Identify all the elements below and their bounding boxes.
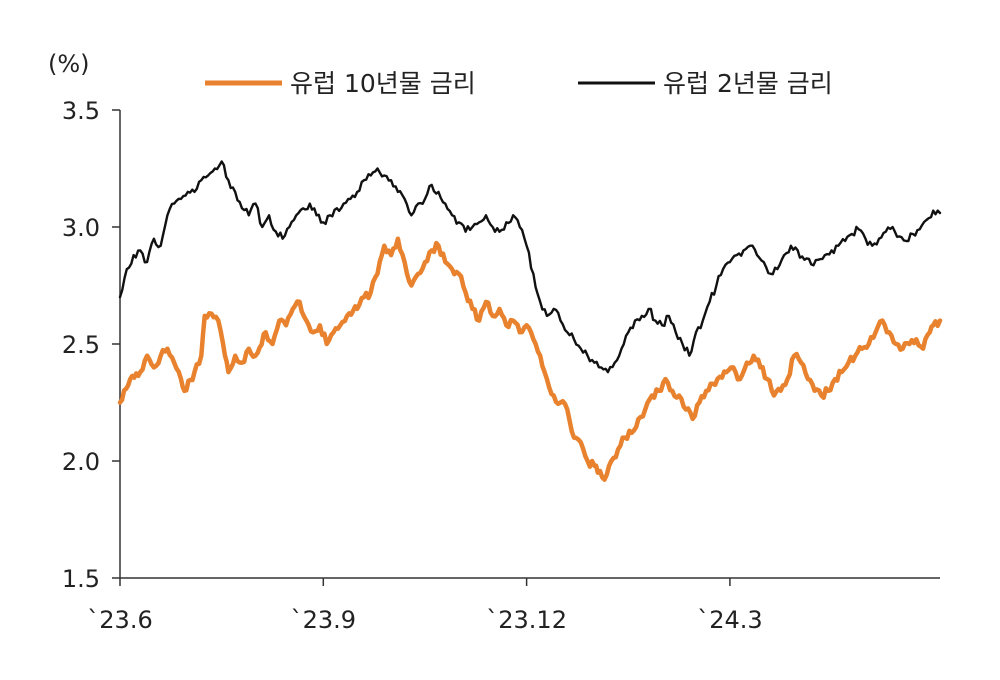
y-tick-label: 3.5	[62, 97, 100, 125]
legend-label-2y: 유럽 2년물 금리	[663, 69, 833, 98]
x-tick-label: `23.6	[87, 606, 152, 634]
legend: 유럽 10년물 금리 유럽 2년물 금리	[205, 69, 833, 98]
series-line-10y	[117, 236, 943, 482]
y-tick-label: 1.5	[62, 565, 100, 593]
y-tick-label: 2.5	[62, 331, 100, 359]
legend-label-10y: 유럽 10년물 금리	[290, 69, 476, 98]
series-layer	[117, 160, 943, 482]
x-tick-label: `23.9	[291, 606, 356, 634]
x-tick-label: `23.12	[486, 606, 567, 634]
x-tick-label: `24.3	[697, 606, 762, 634]
y-tick-label: 3.0	[62, 214, 100, 242]
series-line-2y	[118, 160, 942, 374]
y-axis-unit-label: (%)	[48, 50, 90, 78]
axes: 1.5 2.0 2.5 3.0 3.5 `23.6 `23.9 `23.12 `24.3	[62, 97, 940, 634]
y-tick-label: 2.0	[62, 448, 100, 476]
